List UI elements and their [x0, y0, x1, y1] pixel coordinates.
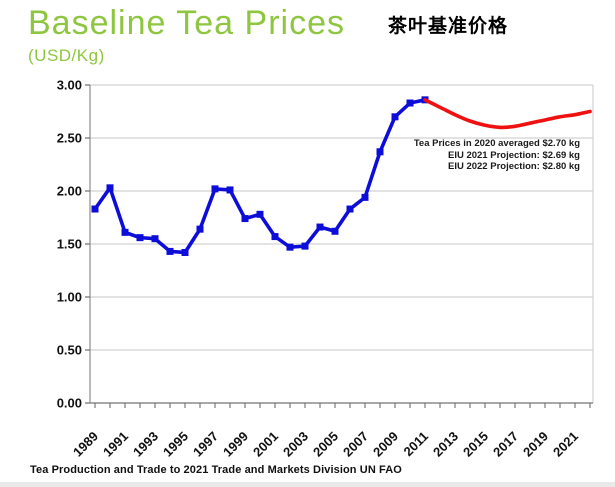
y-tick-label: 0.50 — [57, 343, 82, 358]
x-tick-label: 2021 — [550, 429, 581, 460]
y-tick-label: 2.50 — [57, 131, 82, 146]
page-title-chinese: 茶叶基准价格 — [388, 16, 509, 37]
data-point-marker — [211, 185, 219, 193]
x-tick-label: 1993 — [130, 429, 161, 460]
x-tick-label: 2003 — [280, 429, 311, 460]
data-point-marker — [106, 184, 114, 192]
x-tick-label: 2001 — [250, 429, 281, 460]
data-point-marker — [301, 242, 309, 250]
x-tick-label: 2009 — [370, 429, 401, 460]
data-point-marker — [376, 148, 384, 156]
historical-line — [93, 98, 426, 255]
x-tick-label: 2017 — [490, 429, 521, 460]
tea-price-chart: 0.00 0.50 1.00 1.50 2.00 2.50 3.00 198919911993… — [57, 78, 594, 460]
x-tick-label: 2007 — [340, 429, 371, 460]
annotation-line-1: Tea Prices in 2020 averaged $2.70 kg — [413, 138, 580, 149]
data-point-marker — [91, 205, 99, 213]
bottom-crop-strip — [0, 482, 615, 487]
projection-line — [423, 98, 592, 130]
x-tick-label: 1999 — [220, 429, 251, 460]
data-point-marker — [151, 235, 159, 243]
annotation-line-3: EIU 2022 Projection: $2.80 kg — [447, 161, 580, 172]
x-tick-label: 2019 — [520, 429, 551, 460]
y-tick-label: 3.00 — [57, 78, 82, 93]
data-point-marker — [196, 225, 204, 233]
x-tick-label: 2011 — [401, 429, 432, 460]
data-point-marker — [271, 233, 279, 241]
data-point-marker — [361, 193, 369, 201]
data-point-marker — [286, 243, 294, 251]
data-point-marker — [121, 228, 129, 236]
x-tick-label: 1989 — [70, 429, 101, 460]
data-point-marker — [406, 99, 414, 107]
x-tick-label: 1997 — [190, 429, 221, 460]
y-tick-label: 1.00 — [57, 290, 82, 305]
y-tick-label: 0.00 — [57, 396, 82, 411]
data-point-marker — [331, 227, 339, 235]
x-tick-label: 2015 — [460, 429, 491, 460]
data-point-marker — [241, 215, 249, 223]
y-tick-label: 1.50 — [57, 237, 82, 252]
y-tick-label: 2.00 — [57, 184, 82, 199]
data-point-marker — [391, 113, 399, 121]
page-title: Baseline Tea Prices — [28, 4, 345, 42]
data-point-marker — [316, 223, 324, 231]
x-tick-label: 1995 — [160, 429, 191, 460]
data-point-marker — [256, 210, 264, 218]
x-tick-label: 2005 — [310, 429, 341, 460]
x-tick-label: 2013 — [430, 429, 461, 460]
x-tick-label: 1991 — [100, 429, 131, 460]
data-point-marker — [166, 247, 174, 255]
data-point-marker — [136, 234, 144, 242]
chart-annotation: Tea Prices in 2020 averaged $2.70 kg EIU… — [414, 138, 580, 173]
page-subtitle-units: (USD/Kg) — [28, 46, 105, 65]
data-point-marker — [181, 248, 189, 256]
data-point-marker — [346, 205, 354, 213]
data-point-marker — [226, 186, 234, 194]
source-citation: Tea Production and Trade to 2021 Trade a… — [30, 464, 402, 476]
annotation-line-2: EIU 2021 Projection: $2.69 kg — [447, 149, 580, 161]
